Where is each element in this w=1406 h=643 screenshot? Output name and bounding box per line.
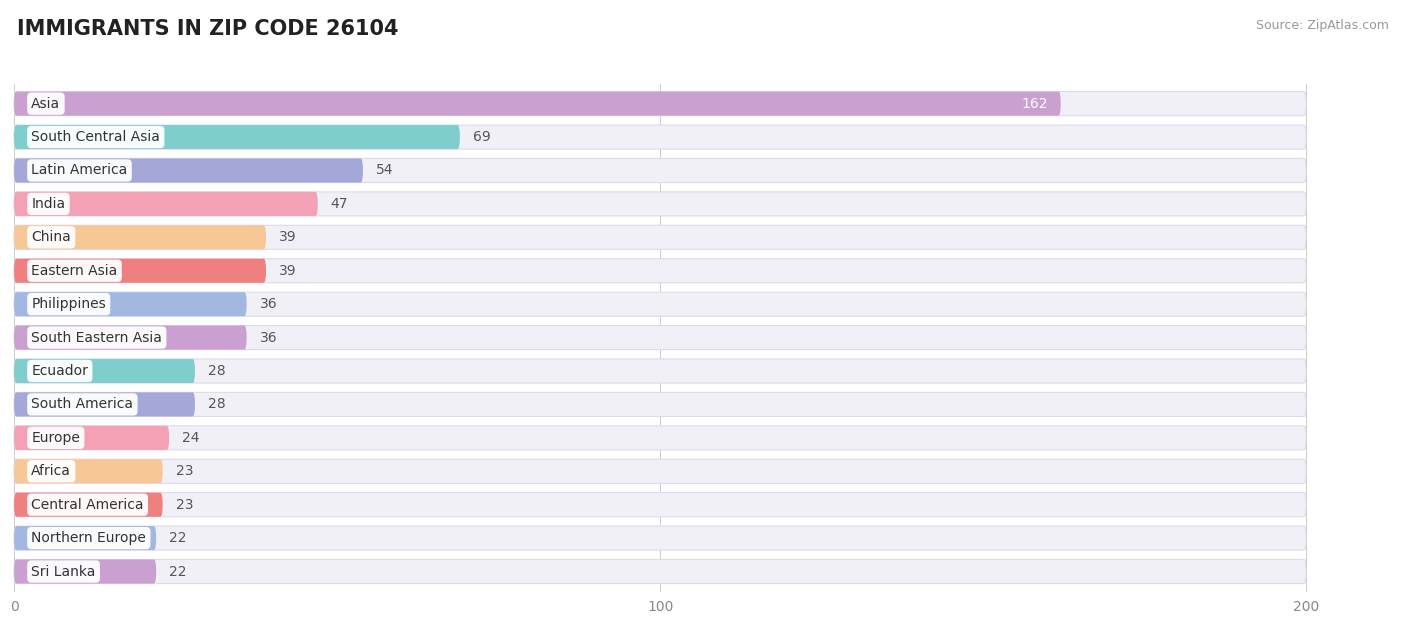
FancyBboxPatch shape <box>14 192 1306 216</box>
Text: IMMIGRANTS IN ZIP CODE 26104: IMMIGRANTS IN ZIP CODE 26104 <box>17 19 398 39</box>
Text: India: India <box>31 197 66 211</box>
FancyBboxPatch shape <box>14 493 1306 517</box>
FancyBboxPatch shape <box>14 559 1306 584</box>
Text: Philippines: Philippines <box>31 297 105 311</box>
Text: Africa: Africa <box>31 464 72 478</box>
Text: Central America: Central America <box>31 498 143 512</box>
Text: Europe: Europe <box>31 431 80 445</box>
Text: 39: 39 <box>278 230 297 244</box>
Text: Asia: Asia <box>31 96 60 111</box>
Text: 54: 54 <box>375 163 394 177</box>
Text: South Central Asia: South Central Asia <box>31 130 160 144</box>
Text: 69: 69 <box>472 130 491 144</box>
FancyBboxPatch shape <box>14 325 1306 350</box>
Text: 36: 36 <box>260 331 277 345</box>
FancyBboxPatch shape <box>14 526 156 550</box>
FancyBboxPatch shape <box>14 125 460 149</box>
FancyBboxPatch shape <box>14 359 195 383</box>
Text: South America: South America <box>31 397 134 412</box>
FancyBboxPatch shape <box>14 292 246 316</box>
FancyBboxPatch shape <box>14 526 1306 550</box>
Text: 47: 47 <box>330 197 349 211</box>
Text: Eastern Asia: Eastern Asia <box>31 264 118 278</box>
FancyBboxPatch shape <box>14 559 156 584</box>
FancyBboxPatch shape <box>14 426 1306 450</box>
FancyBboxPatch shape <box>14 426 169 450</box>
FancyBboxPatch shape <box>14 192 318 216</box>
FancyBboxPatch shape <box>14 91 1306 116</box>
FancyBboxPatch shape <box>14 225 1306 249</box>
FancyBboxPatch shape <box>14 392 195 417</box>
FancyBboxPatch shape <box>14 459 1306 484</box>
Text: 28: 28 <box>208 397 225 412</box>
FancyBboxPatch shape <box>14 258 1306 283</box>
FancyBboxPatch shape <box>14 392 1306 417</box>
FancyBboxPatch shape <box>14 493 163 517</box>
Text: Source: ZipAtlas.com: Source: ZipAtlas.com <box>1256 19 1389 32</box>
FancyBboxPatch shape <box>14 158 363 183</box>
Text: China: China <box>31 230 72 244</box>
FancyBboxPatch shape <box>14 225 266 249</box>
Text: 36: 36 <box>260 297 277 311</box>
FancyBboxPatch shape <box>14 158 1306 183</box>
FancyBboxPatch shape <box>14 91 1060 116</box>
Text: 22: 22 <box>169 565 187 579</box>
FancyBboxPatch shape <box>14 125 1306 149</box>
Text: 24: 24 <box>181 431 200 445</box>
Text: Northern Europe: Northern Europe <box>31 531 146 545</box>
FancyBboxPatch shape <box>14 325 246 350</box>
Text: South Eastern Asia: South Eastern Asia <box>31 331 162 345</box>
FancyBboxPatch shape <box>14 359 1306 383</box>
Text: 162: 162 <box>1021 96 1047 111</box>
FancyBboxPatch shape <box>14 258 266 283</box>
FancyBboxPatch shape <box>14 292 1306 316</box>
Text: 23: 23 <box>176 498 193 512</box>
Text: Latin America: Latin America <box>31 163 128 177</box>
Text: 22: 22 <box>169 531 187 545</box>
Text: 39: 39 <box>278 264 297 278</box>
Text: Sri Lanka: Sri Lanka <box>31 565 96 579</box>
Text: 28: 28 <box>208 364 225 378</box>
Text: 23: 23 <box>176 464 193 478</box>
FancyBboxPatch shape <box>14 459 163 484</box>
Text: Ecuador: Ecuador <box>31 364 89 378</box>
